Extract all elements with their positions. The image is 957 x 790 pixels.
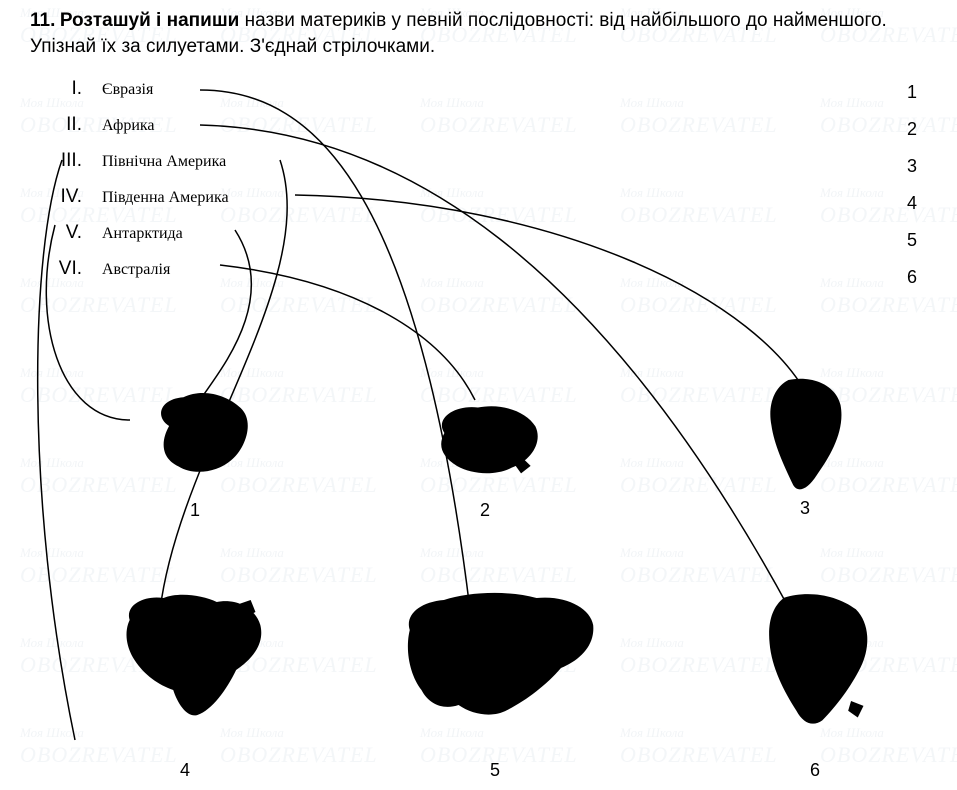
watermark-big: OBOZREVATEL: [620, 652, 778, 678]
roman-numeral: V.: [52, 222, 92, 244]
right-number: 3: [907, 156, 917, 177]
continent-name: Південна Америка: [92, 189, 229, 207]
watermark-small: Моя Школа: [420, 365, 484, 381]
roman-numeral: I.: [52, 78, 92, 100]
watermark-big: OBOZREVATEL: [220, 562, 378, 588]
silhouette-label: 3: [800, 498, 810, 519]
watermark-big: OBOZREVATEL: [820, 562, 957, 588]
watermark-small: Моя Школа: [620, 725, 684, 741]
connection-line: [220, 265, 475, 400]
watermark-small: Моя Школа: [220, 725, 284, 741]
watermark-big: OBOZREVATEL: [620, 562, 778, 588]
silhouette-africa: [760, 590, 875, 730]
silhouette-label: 6: [810, 760, 820, 781]
watermark-big: OBOZREVATEL: [820, 112, 957, 138]
watermark-big: OBOZREVATEL: [20, 562, 178, 588]
watermark-big: OBOZREVATEL: [620, 202, 778, 228]
list-row: I.Євразія: [52, 78, 229, 100]
watermark-small: Моя Школа: [420, 275, 484, 291]
watermark-big: OBOZREVATEL: [220, 202, 378, 228]
watermark-small: Моя Школа: [620, 635, 684, 651]
continent-name: Антарктида: [92, 225, 183, 243]
connection-line: [200, 90, 470, 610]
watermark-small: Моя Школа: [820, 545, 884, 561]
watermark-big: OBOZREVATEL: [620, 382, 778, 408]
list-row: III.Північна Америка: [52, 150, 229, 172]
watermark-small: Моя Школа: [220, 545, 284, 561]
watermark-small: Моя Школа: [420, 725, 484, 741]
roman-numeral: II.: [52, 114, 92, 136]
watermark-big: OBOZREVATEL: [20, 292, 178, 318]
roman-numeral: VI.: [52, 258, 92, 280]
watermark-small: Моя Школа: [820, 95, 884, 111]
watermark-big: OBOZREVATEL: [620, 112, 778, 138]
continent-name: Африка: [92, 117, 155, 135]
watermark-big: OBOZREVATEL: [220, 292, 378, 318]
question-number: 11.: [30, 10, 55, 31]
continent-list: I.ЄвразіяII.АфрикаIII.Північна АмерикаIV…: [52, 78, 229, 294]
right-number: 2: [907, 119, 917, 140]
continent-name: Євразія: [92, 81, 153, 99]
right-number: 1: [907, 82, 917, 103]
roman-numeral: IV.: [52, 186, 92, 208]
connection-line: [295, 195, 810, 400]
watermark-small: Моя Школа: [220, 365, 284, 381]
right-number: 6: [907, 267, 917, 288]
watermark-small: Моя Школа: [220, 185, 284, 201]
watermark-big: OBOZREVATEL: [820, 202, 957, 228]
watermark-big: OBOZREVATEL: [220, 112, 378, 138]
silhouette-antarctica: [150, 390, 255, 480]
watermark-small: Моя Школа: [20, 365, 84, 381]
silhouette-north-america: [120, 590, 270, 720]
watermark-big: OBOZREVATEL: [20, 742, 178, 768]
silhouette-label: 2: [480, 500, 490, 521]
right-number: 5: [907, 230, 917, 251]
watermark-big: OBOZREVATEL: [820, 292, 957, 318]
silhouette-eurasia: [400, 590, 600, 720]
silhouette-label: 4: [180, 760, 190, 781]
watermark-small: Моя Школа: [620, 185, 684, 201]
watermark-big: OBOZREVATEL: [620, 742, 778, 768]
watermark-small: Моя Школа: [620, 275, 684, 291]
watermark-small: Моя Школа: [620, 455, 684, 471]
watermark-small: Моя Школа: [420, 95, 484, 111]
watermark-small: Моя Школа: [220, 275, 284, 291]
list-row: II.Африка: [52, 114, 229, 136]
list-row: IV.Південна Америка: [52, 186, 229, 208]
watermark-big: OBOZREVATEL: [820, 742, 957, 768]
watermark-small: Моя Школа: [20, 635, 84, 651]
watermark-small: Моя Школа: [620, 545, 684, 561]
watermark-big: OBOZREVATEL: [620, 292, 778, 318]
continent-name: Австралія: [92, 261, 170, 279]
watermark-small: Моя Школа: [420, 545, 484, 561]
watermark-small: Моя Школа: [20, 725, 84, 741]
watermark-small: Моя Школа: [820, 185, 884, 201]
continent-name: Північна Америка: [92, 153, 226, 171]
silhouette-label: 5: [490, 760, 500, 781]
watermark-big: OBOZREVATEL: [220, 742, 378, 768]
roman-numeral: III.: [52, 150, 92, 172]
silhouette-label: 1: [190, 500, 200, 521]
list-row: VI.Австралія: [52, 258, 229, 280]
watermark-small: Моя Школа: [20, 545, 84, 561]
silhouette-south-america: [760, 375, 850, 495]
watermark-big: OBOZREVATEL: [420, 562, 578, 588]
question-block: 11. Розташуй і напиши назви материків у …: [30, 8, 927, 59]
silhouette-australia: [430, 400, 545, 480]
watermark-small: Моя Школа: [820, 275, 884, 291]
watermark-small: Моя Школа: [420, 185, 484, 201]
question-bold-lead: Розташуй і напиши: [60, 10, 240, 31]
right-number: 4: [907, 193, 917, 214]
connection-line: [200, 125, 790, 610]
watermark-small: Моя Школа: [620, 95, 684, 111]
right-number-column: 1 2 3 4 5 6: [907, 82, 917, 304]
watermark-small: Моя Школа: [20, 455, 84, 471]
watermark-big: OBOZREVATEL: [620, 472, 778, 498]
watermark-big: OBOZREVATEL: [420, 112, 578, 138]
watermark-big: OBOZREVATEL: [420, 292, 578, 318]
watermark-big: OBOZREVATEL: [420, 202, 578, 228]
watermark-small: Моя Школа: [220, 95, 284, 111]
watermark-small: Моя Школа: [620, 365, 684, 381]
list-row: V.Антарктида: [52, 222, 229, 244]
